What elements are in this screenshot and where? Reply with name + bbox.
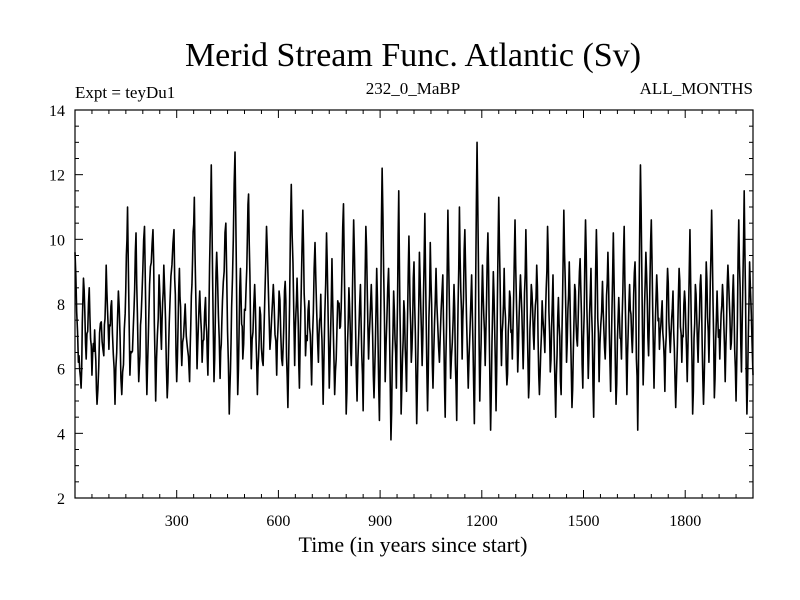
x-tick-label: 900 (368, 513, 392, 530)
y-tick-label: 14 (49, 103, 65, 120)
x-tick-label: 300 (165, 513, 189, 530)
chart-title: Merid Stream Func. Atlantic (Sv) (185, 37, 641, 74)
x-tick-label: 1500 (568, 513, 600, 530)
y-tick-labels: 2 4 6 8 10 12 14 (49, 103, 65, 508)
months-label: ALL_MONTHS (640, 79, 753, 98)
y-tick-label: 4 (57, 426, 65, 443)
x-tick-label: 600 (266, 513, 290, 530)
y-tick-label: 6 (57, 362, 65, 379)
x-axis-label: Time (in years since start) (299, 532, 528, 557)
plot-area (74, 109, 754, 499)
plot-frame (74, 109, 754, 499)
x-tick-labels: 300 600 900 1200 1500 1800 (165, 513, 702, 530)
y-tick-label: 12 (49, 168, 65, 185)
series-layer (74, 141, 754, 441)
period-label: 232_0_MaBP (366, 79, 460, 98)
y-tick-label: 10 (49, 232, 65, 249)
y-tick-label: 8 (57, 297, 65, 314)
x-tick-label: 1800 (669, 513, 701, 530)
series-line (74, 141, 754, 441)
y-tick-label: 2 (57, 491, 65, 508)
x-tick-label: 1200 (466, 513, 498, 530)
expt-label: Expt = teyDu1 (75, 83, 175, 102)
